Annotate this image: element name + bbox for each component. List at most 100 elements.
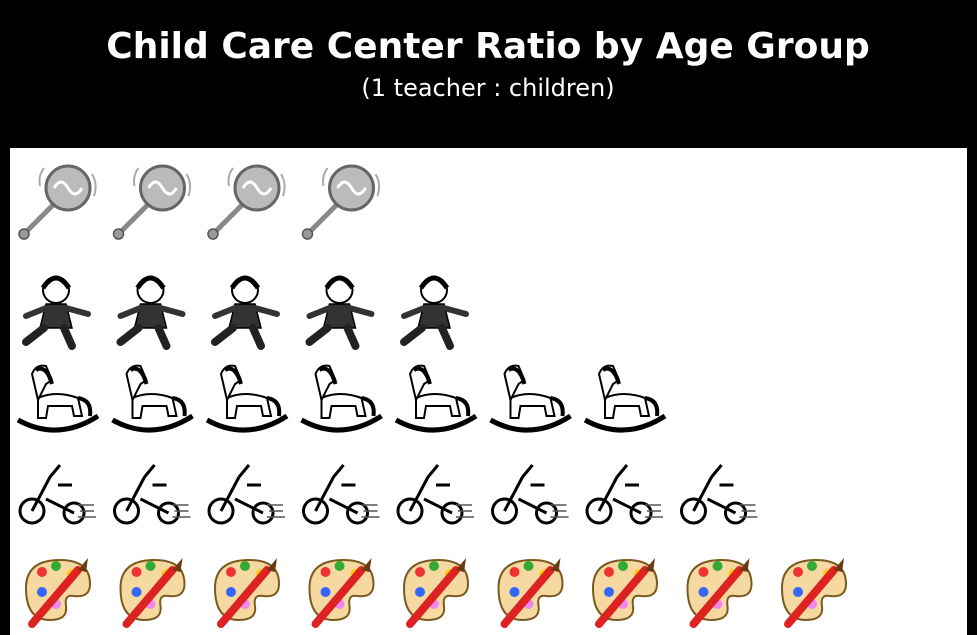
horse-rocker [205,413,289,433]
trike-front [491,497,518,525]
trike-motion [739,504,758,518]
horse-tail [361,396,376,417]
paint-dab [226,567,236,577]
paint-dab [51,561,61,571]
doll-hair [418,275,450,290]
pictogram-icon [16,364,100,433]
pictogram-icon [24,558,92,628]
plot-area [10,148,967,635]
paint-dab [604,567,614,577]
rattle-swirl [241,180,273,196]
brush-handle [122,566,177,628]
trike-back [62,501,86,525]
trike-frame [314,464,359,515]
horse-mane [129,366,149,385]
pictograph-row [24,558,848,628]
doll-arms [401,305,469,319]
horse-rocker [111,413,194,433]
pictograph-row [16,364,667,433]
pictogram-icon [780,558,848,628]
doll-hair [324,275,355,290]
pictogram-icon [686,558,753,628]
pictogram-icon [213,558,281,628]
pictogram-icon [583,364,667,433]
pictogram-icon [400,275,469,350]
brush-tip [550,558,561,572]
trike-back [251,501,275,525]
trike-front [396,497,424,525]
trike-frame [692,464,737,515]
pictogram-icon [18,164,97,240]
trike-front [113,497,140,525]
brush-handle [406,566,460,628]
rattle-handle [116,197,155,237]
horse-tail [644,396,660,417]
rattle-knob [112,228,125,240]
horse-body [131,393,178,419]
doll-legs [116,324,171,350]
rattle-swirl [52,180,84,196]
brush-handle [689,566,744,628]
paint-dab [240,561,250,571]
paint-dab [604,587,614,597]
doll-hair [40,275,72,290]
trike-back [157,501,180,525]
rattle-shake [322,167,381,197]
paint-dab [320,567,331,577]
brush-tip [267,558,277,572]
brush-tip [739,558,750,572]
brush-tip [172,558,183,572]
trike-back [629,501,653,525]
trike-frame [125,464,170,515]
pictogram-icon [22,275,91,350]
horse-tail [266,396,282,417]
doll-legs [305,324,360,350]
horse-mane [507,366,527,385]
trike-motion [456,504,474,518]
brush-handle [311,566,366,628]
pictogram-icon [394,364,478,433]
pictogram-icon [18,464,96,525]
doll-legs [211,324,265,350]
trike-frame [219,464,264,515]
chart-title: Child Care Center Ratio by Age Group [106,26,869,67]
pictogram-icon [301,164,381,240]
trike-frame [30,464,75,515]
horse-rocker [394,413,478,433]
paint-dab [712,561,723,571]
pictogram-icon [119,558,186,628]
paint-dab [415,567,425,577]
pictogram-icon [300,364,383,433]
rattle-handle [210,197,250,237]
horse-rocker [300,413,383,433]
trike-motion [361,504,380,518]
pictogram-icon [396,464,474,525]
doll-arms [23,305,91,319]
horse-tail [77,396,93,417]
trike-back [724,501,747,525]
doll-arms [306,305,375,319]
paint-dab [618,561,628,571]
trike-front [585,497,613,525]
brush-handle [500,566,555,628]
horse-rocker [16,413,100,433]
horse-mane [318,366,338,385]
trike-front [207,497,235,525]
trike-motion [267,504,285,518]
brush-handle [595,566,649,628]
paint-dab [37,567,47,577]
brush-handle [784,566,838,628]
doll-legs [22,324,76,350]
trike-motion [78,504,96,518]
pictogram-icon [680,464,758,525]
pictogram-icon [111,364,194,433]
pictogram-icon [497,558,564,628]
pictogram-icon [489,364,572,433]
pictogram-icon [302,464,380,525]
paint-dab [131,587,142,597]
paint-dab [793,567,803,577]
pictogram-icon [211,275,280,350]
rattle-handle [305,197,344,237]
rattle-swirl [147,180,178,196]
